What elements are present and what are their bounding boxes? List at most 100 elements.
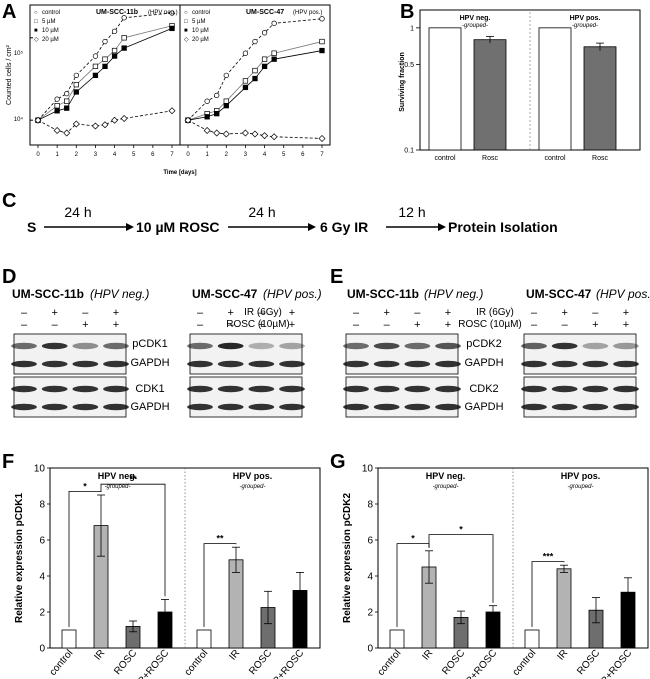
expr-f-bar-5 [228,559,244,649]
blot-d-band-0-1-0-1 [41,385,68,393]
protocol-step-rosc: 10 µM ROSC [136,219,220,235]
protocol-interval-3: 12 h [398,204,425,220]
expr-f-y-tick-label-6: 6 [39,536,45,547]
blot-d-rosc-label: ROSC (10µM) [226,319,290,330]
pcdk1-bar-chart: Relative expression pCDK1 0 2 4 6 8 10 HPV neg.… [14,464,321,679]
western-blot-cdk1: UM-SCC-11b (HPV neg.) UM-SCC-47 (HPV pos… [11,287,322,418]
expr-f-x-label-2: ROSC [112,648,139,677]
blot-e-ir-sign-1-2: – [592,307,599,319]
expr-g-group-title-1: HPV pos. [561,471,601,481]
blot-e-label-gapdh-1: GAPDH [464,357,503,369]
blot-d-band-0-0-0-0 [11,342,37,350]
growth-point-left-s0-3 [73,72,79,79]
legend-label-5um: 5 µM [42,19,55,25]
protocol-arrowhead-2 [308,223,316,231]
protocol-arrowhead-1 [126,223,134,231]
blot-e-band-0-1-0-1 [373,385,400,393]
expr-f-sig-bracket-1 [100,483,166,597]
growth-point-left-s2-3 [73,89,79,95]
growth-x-tick-label-right-0: 0 [186,152,190,158]
blot-d-band-0-0-0-3 [103,342,129,350]
blot-e-rosc-sign-1-1: – [562,319,569,331]
growth-x-tick-label-left-7: 7 [170,152,174,158]
blot-e-band-0-0-0-2 [404,342,431,350]
protocol-interval-1: 24 h [64,204,91,220]
blot-d-rosc-sign-0-1: – [52,319,59,331]
growth-point-left-s3-8 [168,107,176,115]
survival-group-right-subtitle: -grouped- [572,23,598,29]
expr-g-y-axis-label: Relative expression pCDK2 [342,493,353,623]
growth-point-right-s2-4 [242,84,249,91]
survival-x-label-1: Rosc [482,155,498,162]
growth-x-tick-label-left-1: 1 [55,152,59,158]
growth-point-right-s1-5 [252,67,258,74]
protocol-step-protein: Protein Isolation [448,219,558,235]
growth-point-right-s3-5 [251,130,259,138]
survival-bar-2 [538,27,572,151]
legend-label-10um: 10 µM [42,28,59,34]
panel-label-f: F [2,451,14,473]
blot-e-band-0-0-0-0 [343,342,369,350]
expr-g-bar-4 [524,629,540,649]
growth-line-right-0 [187,18,323,121]
expr-g-y-tick-label-0: 0 [367,644,373,655]
expr-f-bar-0 [61,629,77,649]
growth-point-right-s0-6 [261,30,268,36]
blot-d-band-0-0-0-2 [72,342,99,350]
expr-g-x-label-5: IR [555,648,570,663]
growth-point-left-s2-8 [169,25,175,32]
legend-marker-20um: ◇ [34,37,39,43]
growth-point-left-s0-8 [169,10,175,16]
blot-d-rosc-sign-1-3: + [289,319,295,331]
growth-point-left-s2-1 [54,108,60,114]
growth-y-tick-1e5: 10⁵ [14,50,24,57]
growth-x-tick-label-right-6: 6 [301,152,305,158]
blot-d-ir-label: IR (6Gy) [244,307,282,318]
growth-point-right-s0-1 [204,98,210,104]
growth-x-tick-label-right-2: 2 [225,152,229,158]
survival-y-tick-label-1: 1 [410,25,414,32]
blot-d-cell-right-sub: (HPV pos.) [263,287,322,301]
survival-group-left-subtitle: -grouped- [462,23,488,29]
blot-d-band-1-0-0-2 [248,342,275,350]
blot-e-rosc-sign-1-0: – [531,319,538,331]
blot-e-membrane-0-1 [345,376,459,418]
blot-e-band-0-0-1-2 [404,360,431,368]
growth-x-tick-label-left-0: 0 [36,152,40,158]
blot-e-band-0-1-1-0 [343,403,369,411]
blot-e-band-1-1-0-2 [582,385,609,393]
expr-g-bar-5 [556,568,572,649]
expr-g-x-label-4: control [511,648,539,678]
growth-point-right-s2-7 [271,56,277,62]
blot-e-label-pcdk2: pCDK2 [466,338,501,350]
panel-label-e: E [330,266,343,288]
growth-point-right-s2-1 [204,114,210,120]
growth-x-tick-label-right-5: 5 [282,152,286,158]
expr-g-y-tick-label-2: 2 [367,608,373,619]
growth-point-right-s2-8 [319,47,325,54]
blot-d-membrane-0-0 [13,333,127,375]
blot-d-cell-left: UM-SCC-11b [12,287,84,301]
blot-e-ir-label: IR (6Gy) [476,307,514,318]
survival-bar-3 [583,46,617,151]
growth-point-right-s0-3 [223,72,229,79]
legend-label-20um: 20 µM [42,37,59,43]
survival-y-tick-label-0.1: 0.1 [404,148,414,155]
growth-point-right-s2-6 [261,63,268,70]
blot-e-band-0-1-0-0 [343,385,369,393]
expr-g-sig-label-2: *** [543,552,554,562]
expr-g-sig-label-1: * [459,525,463,535]
expr-f-y-axis-label: Relative expression pCDK1 [14,493,25,623]
legend-marker-5um: □ [34,19,38,25]
growth-point-left-s0-5 [102,38,108,45]
blot-d-ir-sign-1-0: – [197,307,204,319]
expr-g-x-label-1: IR [420,648,435,663]
blot-d-cell-right: UM-SCC-47 [192,287,258,301]
western-blot-cdk2: UM-SCC-11b (HPV neg.) UM-SCC-47 (HPV pos… [343,287,650,418]
blot-d-band-1-1-0-1 [217,385,244,393]
blot-e-band-1-1-1-3 [613,403,639,411]
blot-d-band-0-1-0-0 [11,385,37,393]
growth-y-tick-1e4: 10⁴ [14,116,24,123]
growth-x-tick-label-left-5: 5 [132,152,136,158]
expr-g-x-label-3: IR+ROSC [462,648,499,679]
